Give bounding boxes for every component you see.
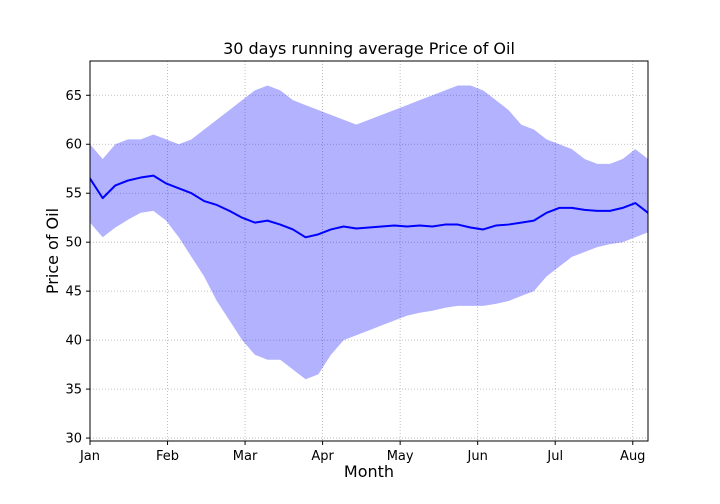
- x-tick-label: Jan: [79, 449, 100, 464]
- data-point: [102, 197, 104, 199]
- plot-frame: [89, 60, 649, 442]
- x-axis-label: Month: [344, 462, 394, 481]
- data-point: [546, 212, 548, 214]
- data-point: [508, 224, 510, 226]
- y-tick-label: 60: [65, 138, 82, 153]
- data-point: [432, 226, 434, 228]
- data-point: [609, 210, 611, 212]
- range-band-area: [90, 85, 648, 380]
- data-point: [457, 224, 459, 226]
- data-point: [596, 210, 598, 212]
- data-point: [229, 210, 231, 212]
- x-tick-label: Feb: [156, 449, 179, 464]
- data-point: [241, 217, 243, 219]
- x-tick-label: Mar: [233, 449, 258, 464]
- y-axis-label: Price of Oil: [43, 208, 62, 294]
- data-point: [419, 225, 421, 227]
- x-axis-ticks: Jan Feb Mar Apr May Jun Jul Aug: [79, 441, 645, 464]
- y-tick-label: 35: [65, 383, 82, 398]
- range-band: [90, 85, 648, 380]
- mean-line-group: [90, 174, 648, 239]
- chart-title: 30 days running average Price of Oil: [223, 39, 515, 58]
- y-axis-ticks: 30 35 40 45 50 55 60 65: [65, 89, 90, 447]
- data-point: [254, 222, 256, 224]
- data-point: [444, 224, 446, 226]
- y-tick-label: 30: [65, 432, 82, 447]
- data-point: [381, 226, 383, 228]
- data-point: [558, 207, 560, 209]
- mean-line: [90, 174, 648, 239]
- data-point: [279, 224, 281, 226]
- grid: [89, 61, 648, 441]
- data-point: [495, 225, 497, 227]
- data-point: [622, 207, 624, 209]
- y-tick-label: 45: [65, 285, 82, 300]
- data-point: [635, 202, 637, 204]
- data-point: [533, 220, 535, 222]
- x-tick-label: Jun: [467, 449, 488, 464]
- y-tick-label: 50: [65, 236, 82, 251]
- data-point: [127, 180, 129, 182]
- data-point: [140, 177, 142, 179]
- data-point: [305, 236, 307, 238]
- data-point: [292, 229, 294, 231]
- data-point: [584, 209, 586, 211]
- data-point: [153, 175, 155, 177]
- x-tick-label: Apr: [311, 449, 334, 464]
- data-point: [356, 228, 358, 230]
- data-point: [191, 192, 193, 194]
- data-point: [115, 185, 117, 187]
- y-tick-label: 55: [65, 187, 82, 202]
- data-point: [203, 200, 205, 202]
- y-tick-label: 40: [65, 334, 82, 349]
- data-point: [520, 222, 522, 224]
- y-tick-label: 65: [65, 89, 82, 104]
- data-point: [368, 227, 370, 229]
- data-point: [216, 204, 218, 206]
- data-point: [343, 226, 345, 228]
- x-tick-label: May: [387, 449, 414, 464]
- x-tick-label: Jul: [546, 449, 563, 464]
- data-point: [165, 183, 167, 185]
- data-point: [330, 229, 332, 231]
- x-tick-label: Aug: [620, 449, 645, 464]
- data-point: [571, 207, 573, 209]
- data-point: [178, 188, 180, 190]
- data-point: [394, 225, 396, 227]
- data-point: [482, 229, 484, 231]
- data-point: [406, 226, 408, 228]
- data-point: [470, 227, 472, 229]
- data-point: [317, 234, 319, 236]
- data-point: [267, 220, 269, 222]
